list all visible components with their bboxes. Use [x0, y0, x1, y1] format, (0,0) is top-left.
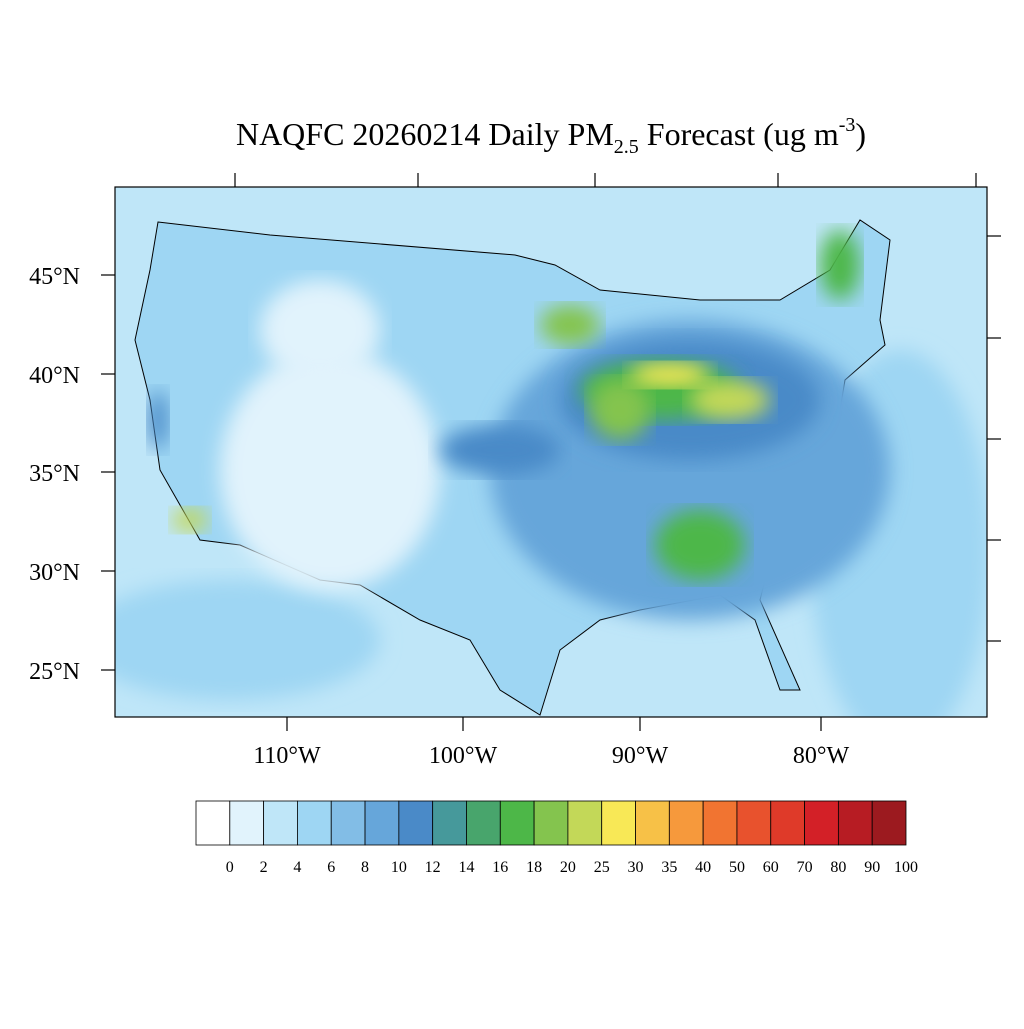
lat-label: 45°N: [29, 264, 80, 290]
colorbar-label: 60: [763, 859, 779, 876]
colorbar-label: 35: [661, 859, 677, 876]
colorbar-box: [601, 800, 636, 846]
colorbar-label: 80: [830, 859, 846, 876]
title: NAQFC 20260214 Daily PM2.5 Forecast (ug …: [236, 114, 866, 158]
lat-label: 35°N: [29, 461, 80, 487]
lat-label: 30°N: [29, 560, 80, 586]
colorbar-label: 10: [391, 859, 407, 876]
colorbar-box: [499, 800, 535, 846]
colorbar-box: [330, 800, 366, 846]
colorbar-label: 30: [628, 859, 644, 876]
colorbar-box: [804, 800, 839, 846]
colorbar-box: [567, 800, 603, 846]
colorbar-box: [195, 800, 231, 846]
colorbar-label: 18: [526, 859, 542, 876]
colorbar-label: 6: [327, 859, 335, 876]
colorbar-label: 100: [894, 859, 918, 876]
lon-label: 110°W: [253, 743, 321, 769]
colorbar-box: [364, 800, 400, 846]
colorbar-box: [533, 800, 569, 846]
colorbar-label: 50: [729, 859, 745, 876]
title-subscript: 2.5: [614, 136, 639, 158]
colorbar-box: [432, 800, 467, 846]
lat-label: 25°N: [29, 659, 80, 685]
map: [115, 187, 987, 717]
colorbar-label: 8: [361, 859, 369, 876]
title-after: Forecast (ug m: [639, 116, 839, 152]
colorbar-label: 14: [458, 859, 474, 876]
colorbar-label: 20: [560, 859, 576, 876]
colorbar-label: 0: [226, 859, 234, 876]
colorbar-box: [702, 800, 738, 846]
colorbar: 0 2 4 6 8 10 12 14 16 18 20 25 30 35 40 50 60 70 80 90 100: [195, 800, 918, 876]
colorbar-label: 90: [864, 859, 880, 876]
axis-ticks: [101, 173, 1001, 731]
colorbar-label: 12: [425, 859, 441, 876]
colorbar-box: [635, 800, 670, 846]
colorbar-box: [297, 800, 332, 846]
colorbar-box: [736, 800, 772, 846]
title-close: ): [855, 116, 866, 152]
map-frame: [114, 186, 988, 718]
lon-label: 80°W: [793, 743, 850, 769]
colorbar-box: [871, 800, 907, 846]
colorbar-box: [398, 800, 434, 846]
colorbar-label: 70: [797, 859, 813, 876]
colorbar-box: [263, 800, 298, 846]
lon-label: 100°W: [429, 743, 498, 769]
colorbar-label: 4: [293, 859, 301, 876]
title-superscript: -3: [839, 114, 856, 136]
colorbar-box: [229, 800, 265, 846]
title-main: NAQFC 20260214 Daily PM: [236, 116, 614, 152]
colorbar-box: [770, 800, 805, 846]
colorbar-box: [668, 800, 704, 846]
colorbar-label: 16: [492, 859, 508, 876]
colorbar-label: 40: [695, 859, 711, 876]
colorbar-label: 2: [260, 859, 268, 876]
colorbar-box: [466, 800, 501, 846]
colorbar-label: 25: [594, 859, 610, 876]
lon-label: 90°W: [612, 743, 669, 769]
lat-label: 40°N: [29, 363, 80, 389]
colorbar-box: [837, 800, 873, 846]
